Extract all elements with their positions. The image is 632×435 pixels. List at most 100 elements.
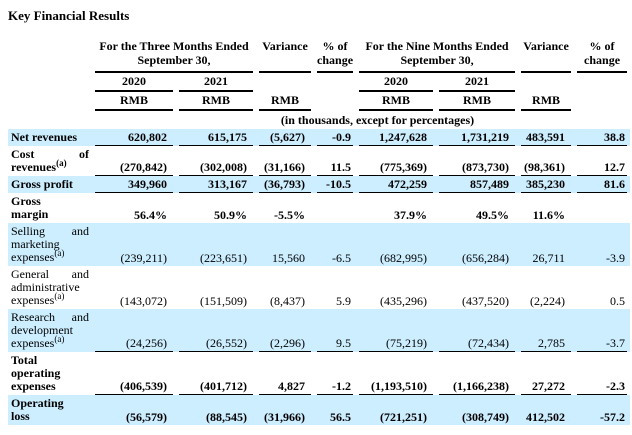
row-label: Total operating expenses (11, 352, 61, 393)
value-cell: (270,842) (95, 159, 173, 176)
value-cell: (31,966) (264, 409, 306, 424)
value-cell: -6.5 (332, 250, 352, 265)
value-cell: (721,251) (380, 409, 428, 424)
value-cell: (1,166,238) (439, 378, 516, 395)
value-cell: (406,539) (95, 378, 173, 395)
year-header-3m-2020: 2020 (95, 74, 173, 92)
value-cell: (239,211) (120, 250, 167, 265)
year-header-9m-2021: 2021 (439, 74, 516, 92)
value-cell: (143,072) (120, 293, 167, 308)
value-cell: 857,489 (439, 176, 516, 193)
value-cell: 1,247,628 (359, 129, 434, 146)
footnote-marker: (a) (54, 247, 65, 258)
value-cell: 12.7 (577, 159, 628, 176)
value-cell: (656,284) (462, 250, 510, 265)
row-selling-marketing-expenses: Selling and marketing expenses(a) (239,2… (8, 222, 631, 266)
value-cell: (88,545) (206, 409, 248, 424)
row-label: Cost of revenues(a) (11, 146, 89, 174)
row-label: Research and development expenses(a) (11, 309, 89, 350)
value-cell: (72,434) (439, 335, 516, 352)
value-cell: (75,219) (359, 335, 434, 352)
value-cell: -0.9 (317, 129, 354, 146)
row-research-development-expenses: Research and development expenses(a) (24… (8, 308, 631, 352)
col-header-variance-3m: Variance (259, 39, 312, 73)
value-cell: 1,731,219 (439, 129, 516, 146)
col-header-variance-9m: Variance (521, 39, 572, 73)
value-cell: (98,361) (521, 159, 572, 176)
units-note: (in thousands, except for percentages) (280, 112, 475, 127)
row-net-revenues: Net revenues 620,802 615,175 (5,627) -0.… (8, 128, 631, 146)
financial-table: For the Three Months Ended September 30,… (8, 39, 631, 425)
year-header-9m-2020: 2020 (359, 74, 434, 92)
value-cell: 472,259 (359, 176, 434, 193)
value-cell: (2,296) (259, 335, 312, 352)
value-cell: 5.9 (336, 293, 352, 308)
value-cell: 349,960 (95, 176, 173, 193)
value-cell: 27,272 (521, 378, 572, 395)
value-cell: (26,552) (179, 335, 254, 352)
footnote-marker: (a) (56, 157, 67, 168)
value-cell: (56,579) (126, 409, 167, 424)
value-cell: (24,256) (95, 335, 173, 352)
footnote-marker: (a) (54, 290, 65, 301)
col-header-three-months: For the Three Months Ended September 30, (95, 39, 254, 73)
value-cell: (5,627) (259, 129, 312, 146)
currency-header-3m-2021: RMB (179, 93, 254, 111)
document-page: Key Financial Results For the Three Mont… (8, 8, 631, 425)
value-cell: (151,509) (200, 293, 248, 308)
value-cell: (308,749) (462, 409, 510, 424)
value-cell: (873,730) (439, 159, 516, 176)
row-label: General and administrative expenses(a) (11, 266, 89, 307)
col-header-nine-months: For the Nine Months Ended September 30, (359, 39, 516, 73)
units-note-row: (in thousands, except for percentages) (8, 111, 630, 129)
value-cell: (437,520) (462, 293, 510, 308)
value-cell: (2,224) (530, 293, 566, 308)
value-cell: 385,230 (521, 176, 572, 193)
value-cell: (682,995) (380, 250, 428, 265)
value-cell: 9.5 (317, 335, 354, 352)
currency-header-9m-2021: RMB (439, 93, 516, 111)
row-cost-of-revenues: Cost of revenues(a) (270,842) (302,008) … (8, 146, 630, 176)
row-label: Net revenues (11, 129, 78, 144)
value-cell: 2,785 (521, 335, 572, 352)
row-operating-loss: Operating loss (56,579) (88,545) (31,966… (8, 394, 631, 425)
row-label: Gross margin (11, 193, 49, 221)
value-cell: -57.2 (600, 409, 626, 424)
footnote-marker: (a) (54, 333, 65, 344)
value-cell: 483,591 (521, 129, 572, 146)
header-year-row: 2020 2021 2020 2021 (8, 73, 630, 92)
value-cell: (401,712) (179, 378, 254, 395)
value-cell: 412,502 (526, 409, 566, 424)
row-gross-profit: Gross profit 349,960 313,167 (36,793) -1… (8, 175, 631, 193)
value-cell: 11.6% (532, 207, 566, 222)
value-cell: 56.4% (134, 207, 167, 222)
value-cell: 49.5% (476, 207, 510, 222)
row-gross-margin: Gross margin 56.4% 50.9% -5.5% 37.9% 49.… (8, 193, 630, 223)
value-cell: -5.5% (274, 207, 306, 222)
value-cell: (775,369) (359, 159, 434, 176)
currency-header-variance-3m: RMB (259, 93, 312, 111)
value-cell: (8,437) (270, 293, 306, 308)
value-cell: -1.2 (317, 378, 354, 395)
value-cell: 11.5 (317, 159, 354, 176)
value-cell: (223,651) (200, 250, 248, 265)
col-header-pct-change-9m: % of change (577, 39, 628, 73)
row-general-admin-expenses: General and administrative expenses(a) (… (8, 266, 630, 309)
value-cell: (435,296) (380, 293, 428, 308)
currency-header-3m-2020: RMB (95, 93, 173, 111)
value-cell: -10.5 (317, 176, 354, 193)
value-cell: 4,827 (259, 378, 312, 395)
value-cell: -2.3 (577, 378, 628, 395)
value-cell: 15,560 (272, 250, 306, 265)
page-title: Key Financial Results (8, 8, 130, 23)
value-cell: (31,166) (259, 159, 312, 176)
currency-header-variance-9m: RMB (521, 93, 572, 111)
value-cell: 26,711 (532, 250, 566, 265)
header-currency-row: RMB RMB RMB RMB RMB RMB (8, 92, 630, 111)
value-cell: 56.5 (330, 409, 352, 424)
header-group-row: For the Three Months Ended September 30,… (8, 39, 630, 73)
col-header-pct-change-3m: % of change (317, 39, 354, 73)
value-cell: 81.6 (577, 176, 628, 193)
row-label: Gross profit (11, 176, 73, 191)
value-cell: 37.9% (394, 207, 428, 222)
